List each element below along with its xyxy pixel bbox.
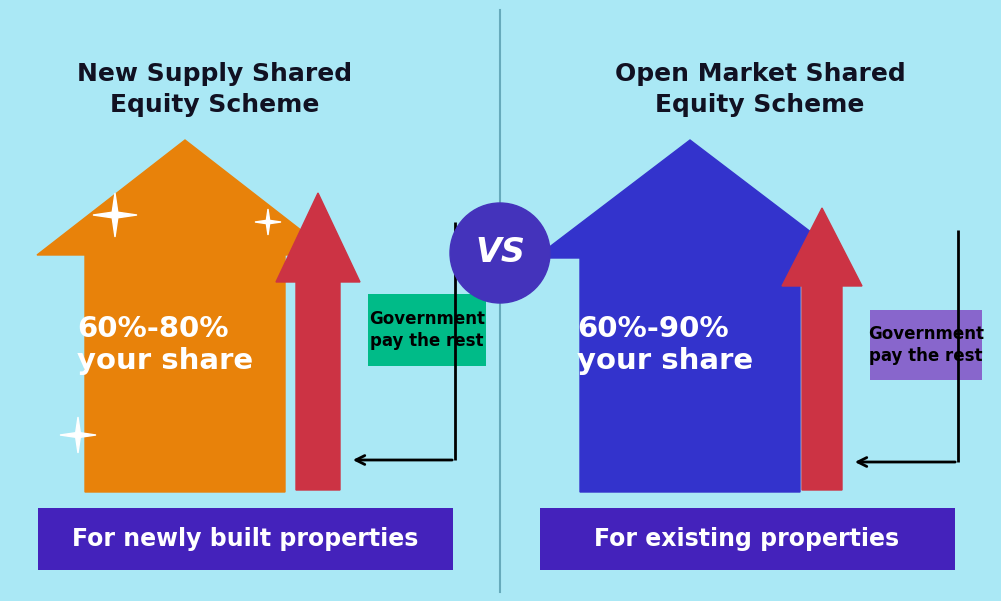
FancyBboxPatch shape (870, 310, 982, 380)
Text: Government
pay the rest: Government pay the rest (369, 310, 485, 350)
FancyBboxPatch shape (38, 508, 453, 570)
Polygon shape (535, 140, 845, 492)
Text: For existing properties: For existing properties (595, 527, 900, 551)
Text: 60%-90%
your share: 60%-90% your share (577, 315, 753, 375)
Text: New Supply Shared
Equity Scheme: New Supply Shared Equity Scheme (77, 62, 352, 117)
Text: For newly built properties: For newly built properties (72, 527, 418, 551)
FancyBboxPatch shape (540, 508, 955, 570)
Text: Government
pay the rest: Government pay the rest (868, 325, 984, 365)
Polygon shape (60, 417, 96, 453)
Text: Open Market Shared
Equity Scheme: Open Market Shared Equity Scheme (615, 62, 905, 117)
Text: 60%-80%
your share: 60%-80% your share (77, 315, 253, 375)
Circle shape (450, 203, 550, 303)
Text: VS: VS (475, 237, 525, 269)
Polygon shape (782, 208, 862, 490)
Polygon shape (93, 193, 137, 237)
FancyBboxPatch shape (368, 294, 486, 366)
Polygon shape (37, 140, 333, 492)
Polygon shape (255, 209, 281, 235)
Polygon shape (276, 193, 360, 490)
